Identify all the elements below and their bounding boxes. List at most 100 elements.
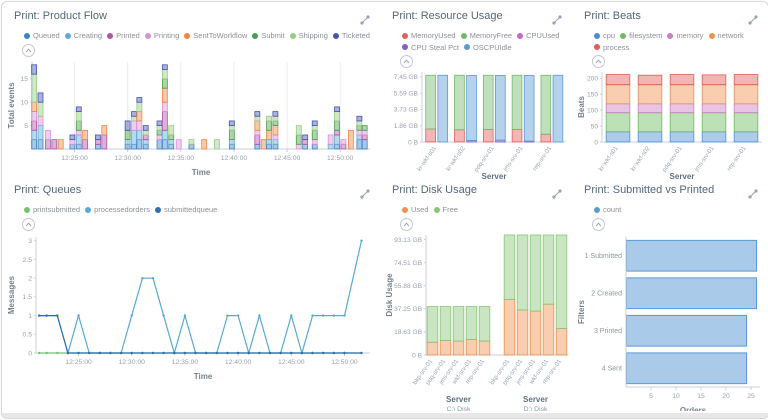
legend-dot [517,32,524,39]
expand-icon[interactable] [748,12,758,30]
horizontal-scrollbar[interactable] [2,413,768,418]
svg-text:37.25 GB: 37.25 GB [394,306,422,313]
legend-dot [107,32,114,39]
svg-text:200: 200 [587,76,598,83]
legend-item-creating[interactable]: Creating [64,30,102,41]
legend-dot [402,32,408,39]
svg-text:0 B: 0 B [412,352,422,359]
legend-item-senttoworkflow[interactable]: SentToWorkflow [184,30,247,41]
svg-text:1.86 GB: 1.86 GB [394,123,419,130]
expand-icon[interactable] [552,12,562,30]
svg-text:rep-srv-01: rep-srv-01 [726,145,748,173]
svg-text:5: 5 [24,122,28,129]
legend-dot [332,32,339,39]
legend-label: CPU Steal Pct [411,42,459,52]
submitted-vs-printed-chart: 1 Submitted 2 Created 3 Printed 4 Sent 5 10 15… [576,231,768,412]
panel-queues: Print: Queues printsubmitted processedord… [2,181,380,411]
svg-text:Server: Server [446,395,471,404]
expand-icon[interactable] [552,186,562,204]
legend-item-memoryfree[interactable]: MemoryFree [460,30,513,41]
svg-text:Server: Server [482,172,507,181]
expand-icon[interactable] [360,186,370,204]
legend-item-cpuused[interactable]: CPUUsed [517,30,559,41]
panel-title-queues: Print: Queues [14,184,82,196]
legend-item-ticketed[interactable]: Ticketed [332,30,370,41]
legend-disk-usage: Used Free [380,204,572,216]
svg-text:2 Created: 2 Created [591,290,622,297]
svg-text:12:45:00: 12:45:00 [274,155,301,162]
svg-text:3.73 GB: 3.73 GB [394,107,419,114]
legend-dot [460,32,467,39]
collapse-button[interactable] [592,55,605,68]
svg-text:10: 10 [20,99,28,106]
svg-text:12:40:00: 12:40:00 [221,155,248,162]
legend-dot [620,32,627,39]
panel-title-resource-usage: Print: Resource Usage [392,10,503,22]
collapse-button[interactable] [400,55,413,68]
legend-item-printsubmitted[interactable]: printsubmitted [24,204,80,215]
legend-item-filesystem[interactable]: filesystem [620,30,662,41]
panel-title-disk-usage: Print: Disk Usage [392,184,477,196]
svg-text:0 B: 0 B [408,139,418,146]
legend-label: memory [676,31,704,40]
legend-product-flow: Queued Creating Printed Printing SentToWorkf… [2,30,380,42]
svg-text:Orders: Orders [680,406,707,412]
legend-item-free[interactable]: Free [433,204,458,215]
legend-item-shipping[interactable]: Shipping [289,30,328,41]
legend-item-used[interactable]: Used [402,204,429,215]
legend-item-memory[interactable]: memory [667,30,704,41]
legend-item-network[interactable]: network [708,30,744,41]
svg-text:12:40:00: 12:40:00 [225,359,252,366]
legend-label: Ticketed [341,31,370,40]
svg-text:15: 15 [697,393,705,400]
expand-icon[interactable] [360,12,370,30]
legend-item-cpu[interactable]: cpu [594,30,615,41]
legend-dot [144,32,151,39]
collapse-button[interactable] [22,217,35,231]
svg-text:2.5: 2.5 [23,256,33,263]
legend-resource-usage: MemoryUsed MemoryFree CPUUsed CPU Steal Pct… [380,30,572,53]
legend-label: MemoryUsed [411,31,456,40]
legend-item-submittedqueue[interactable]: submittedqueue [154,204,217,215]
collapse-button[interactable] [22,43,35,57]
expand-icon[interactable] [748,186,758,204]
svg-text:20: 20 [722,393,730,400]
svg-text:25: 25 [747,393,755,400]
legend-item-process[interactable]: process [594,42,629,53]
svg-text:12:25:00: 12:25:00 [61,155,88,162]
legend-label: Submit [261,31,285,40]
collapse-button[interactable] [400,217,413,231]
svg-text:Time: Time [194,372,213,381]
legend-item-count[interactable]: count [594,204,621,215]
legend-item-printing[interactable]: Printing [144,30,179,41]
svg-text:kr-wkf-s01: kr-wkf-s01 [598,145,620,173]
legend-item-processedorders[interactable]: processedorders [85,204,150,215]
legend-label: MemoryFree [469,31,513,40]
collapse-button[interactable] [592,217,605,231]
svg-text:pdq-srv-01: pdq-srv-01 [473,145,496,174]
svg-text:D:\ Disk: D:\ Disk [524,406,548,412]
legend-dot [402,44,408,50]
legend-item-memoryused[interactable]: MemoryUsed [402,30,456,41]
svg-text:74.51 GB: 74.51 GB [394,259,422,266]
legend-item-submit[interactable]: Submit [252,30,285,41]
panel-submitted-vs-printed: Print: Submitted vs Printed count 1 Subm… [572,181,768,411]
svg-text:jms-srv-01: jms-srv-01 [693,145,716,174]
svg-text:Server: Server [523,395,548,404]
legend-label: cpu [603,31,616,40]
legend-item-printed[interactable]: Printed [107,30,140,41]
svg-text:pdq-srv-01: pdq-srv-01 [661,145,684,174]
svg-text:1 Submitted: 1 Submitted [585,253,622,260]
legend-label: processedorders [94,205,150,214]
svg-text:kr-wkf-s01: kr-wkf-s01 [416,145,438,173]
legend-item-oscpuidle[interactable]: OSCPUIdle [463,42,512,53]
legend-item-cpu-steal-pct[interactable]: CPU Steal Pct [402,42,459,53]
svg-text:Beats: Beats [577,96,586,118]
svg-text:4 Sent: 4 Sent [602,365,622,372]
legend-item-queued[interactable]: Queued [24,30,60,41]
legend-label: count [603,205,622,214]
svg-text:Filters: Filters [577,299,586,324]
svg-text:10: 10 [672,393,680,400]
svg-text:12:50:00: 12:50:00 [327,155,354,162]
svg-text:55.88 GB: 55.88 GB [394,283,422,290]
